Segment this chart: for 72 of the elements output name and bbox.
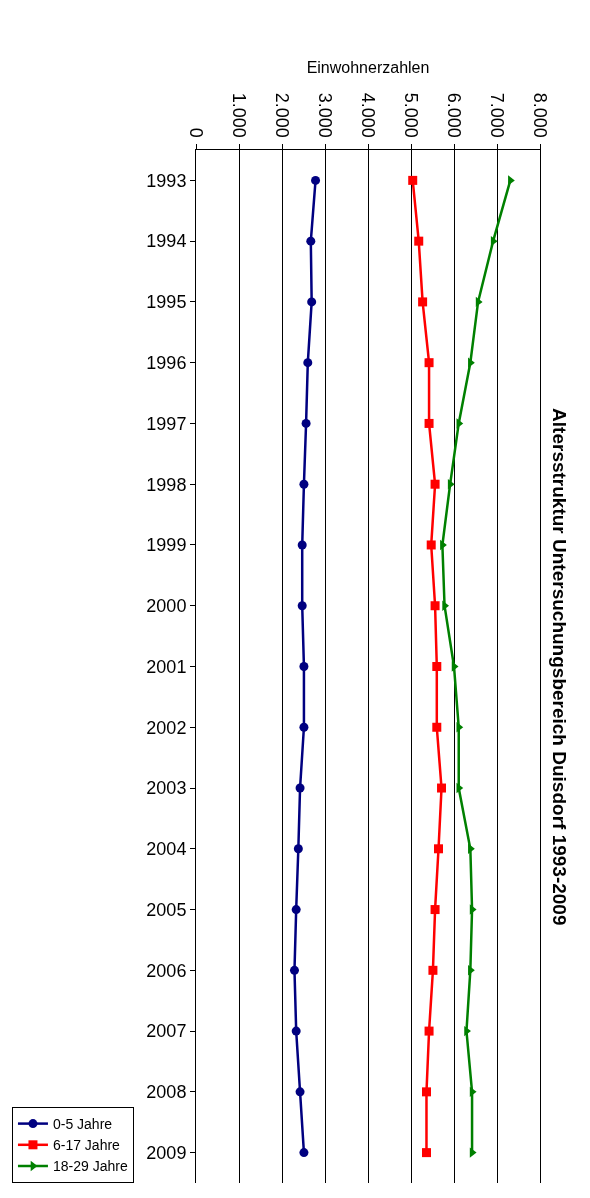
x-tick-label: 2.000: [272, 92, 293, 138]
y-tick-label: 2001: [146, 656, 187, 677]
x-tick-label: 8.000: [530, 92, 551, 138]
point: [421, 1148, 431, 1158]
x-tick-label: 4.000: [358, 92, 379, 138]
x-tick-label: 3.000: [315, 92, 336, 138]
point: [424, 1026, 434, 1036]
y-tick-label: 2008: [146, 1082, 187, 1103]
y-tick-label: 2004: [146, 839, 187, 860]
point: [291, 1026, 301, 1036]
x-tick-label: 1.000: [229, 92, 250, 138]
point: [430, 905, 440, 915]
point: [451, 661, 459, 672]
point: [434, 844, 444, 854]
point: [297, 601, 307, 611]
point: [469, 904, 477, 915]
text: Altersstruktur Untersuchungsbereich Duisdorf 1993-2009: [548, 408, 570, 926]
point: [418, 297, 428, 307]
point: [414, 236, 424, 246]
point: [432, 662, 442, 671]
point: [456, 418, 464, 429]
point: [299, 722, 309, 732]
y-tick-label: 1998: [146, 474, 187, 495]
point: [299, 662, 309, 671]
point: [421, 1087, 431, 1097]
y-tick-label: 1993: [146, 170, 187, 191]
y-tick-label: 2006: [146, 960, 187, 981]
y-tick-label: 2005: [146, 899, 187, 920]
x-tick-label: 7.000: [487, 92, 508, 138]
point: [426, 540, 436, 550]
legend-label: 0-5 Jahre: [52, 1116, 113, 1133]
point: [408, 175, 418, 185]
x-tick-label: 0: [186, 127, 207, 138]
point: [299, 1148, 309, 1158]
point: [307, 297, 317, 307]
y-tick-label: 2007: [146, 1021, 187, 1042]
point: [447, 479, 455, 490]
point: [428, 965, 438, 975]
point: [469, 1147, 477, 1158]
y-tick-label: 1999: [146, 535, 187, 556]
point: [424, 418, 434, 428]
point: [289, 965, 299, 975]
point: [430, 479, 440, 489]
y-tick-label: 1994: [146, 231, 187, 252]
point: [456, 722, 464, 733]
point: [295, 1087, 305, 1097]
point: [442, 600, 450, 611]
point: [311, 175, 321, 185]
point: [291, 905, 301, 915]
point: [432, 722, 442, 732]
point: [297, 540, 307, 550]
point: [293, 844, 303, 854]
point: [306, 236, 316, 246]
x-axis-title: Einwohnerzahlen: [306, 58, 430, 76]
y-tick-label: 1995: [146, 292, 187, 313]
point: [430, 601, 440, 611]
y-tick-label: 1997: [146, 413, 187, 434]
point: [301, 418, 311, 428]
legend-label: 6-17 Jahre: [52, 1137, 121, 1154]
y-tick-label: 2002: [146, 717, 187, 738]
legend-label: 18-29 Jahre: [52, 1158, 128, 1175]
y-tick-label: 2003: [146, 778, 187, 799]
x-tick-label: 5.000: [401, 92, 422, 138]
point: [295, 783, 305, 793]
y-tick-label: 2009: [146, 1142, 187, 1163]
point: [424, 358, 434, 368]
y-tick-label: 1996: [146, 352, 187, 373]
point: [299, 479, 309, 489]
x-tick-label: 6.000: [444, 92, 465, 138]
y-tick-label: 2000: [146, 596, 187, 617]
point: [303, 358, 313, 368]
point: [437, 783, 447, 793]
